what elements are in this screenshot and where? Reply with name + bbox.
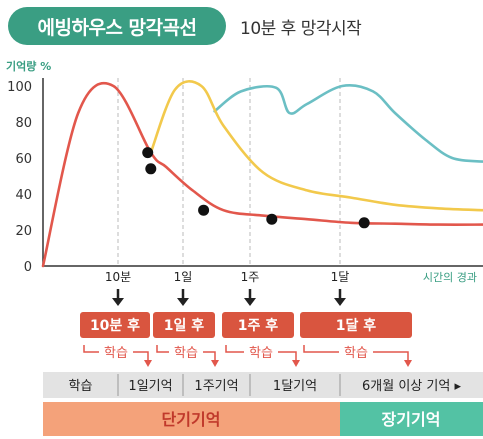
data-point bbox=[142, 147, 154, 159]
curve-yellow bbox=[149, 80, 483, 212]
curve-teal bbox=[213, 84, 483, 163]
down-arrow-icon bbox=[334, 298, 346, 306]
study-bracket bbox=[156, 345, 216, 362]
down-arrow-icon bbox=[244, 298, 256, 306]
study-label: 학습 bbox=[344, 346, 368, 361]
review-time-box bbox=[300, 312, 412, 338]
study-label: 학습 bbox=[249, 346, 273, 361]
y-axis-label: 기억량 % bbox=[6, 60, 52, 73]
x-tick-label: 1달 bbox=[331, 270, 350, 284]
long-term-block bbox=[340, 402, 483, 436]
data-point bbox=[198, 204, 210, 216]
y-tick-label: 0 bbox=[24, 260, 32, 275]
review-time-label: 10분 후 bbox=[90, 318, 140, 334]
review-time-box bbox=[80, 312, 150, 338]
study-arrow-icon bbox=[292, 360, 300, 367]
down-arrow-icon bbox=[112, 298, 124, 306]
x-tick-label: 10분 bbox=[105, 270, 131, 284]
title-pill: 에빙하우스 망각곡선 bbox=[8, 7, 226, 45]
data-point bbox=[266, 213, 278, 225]
memory-segment-label: 학습 bbox=[69, 379, 93, 394]
study-label: 학습 bbox=[174, 346, 198, 361]
short-term-block bbox=[43, 402, 340, 436]
review-time-box bbox=[153, 312, 215, 338]
study-label: 학습 bbox=[104, 346, 128, 361]
memory-segment-label: 1일기억 bbox=[128, 379, 172, 394]
x-tick-label: 1주 bbox=[241, 270, 260, 284]
memory-segment-label: 6개월 이상 기억 ▸ bbox=[362, 379, 461, 394]
study-bracket bbox=[225, 345, 297, 362]
y-tick-label: 40 bbox=[15, 188, 32, 203]
y-tick-label: 100 bbox=[7, 80, 32, 95]
review-time-box bbox=[222, 312, 294, 338]
x-axis-label: 시간의 경과 bbox=[423, 271, 477, 284]
memory-segment-label: 1달기억 bbox=[273, 379, 317, 394]
data-point bbox=[145, 163, 157, 175]
study-bracket bbox=[83, 345, 149, 362]
review-time-label: 1일 후 bbox=[164, 318, 204, 334]
x-tick-label: 1일 bbox=[174, 270, 193, 284]
study-bracket bbox=[303, 345, 409, 362]
memory-bar bbox=[43, 372, 483, 398]
review-time-label: 1달 후 bbox=[336, 318, 376, 334]
y-tick-label: 20 bbox=[15, 224, 32, 239]
study-arrow-icon bbox=[211, 360, 219, 367]
memory-segment-label: 1주기억 bbox=[194, 379, 238, 394]
long-term-label: 장기기억 bbox=[382, 410, 441, 429]
down-arrow-icon bbox=[177, 298, 189, 306]
data-point bbox=[358, 217, 370, 229]
review-time-label: 1주 후 bbox=[238, 318, 278, 334]
y-tick-label: 60 bbox=[15, 152, 32, 167]
y-tick-label: 80 bbox=[15, 116, 32, 131]
curve-red bbox=[41, 81, 483, 268]
short-term-label: 단기기억 bbox=[162, 410, 221, 429]
chart-subtitle: 10분 후 망각시작 bbox=[240, 19, 362, 39]
chart-title: 에빙하우스 망각곡선 bbox=[37, 16, 197, 39]
study-arrow-icon bbox=[404, 360, 412, 367]
study-arrow-icon bbox=[144, 360, 152, 367]
